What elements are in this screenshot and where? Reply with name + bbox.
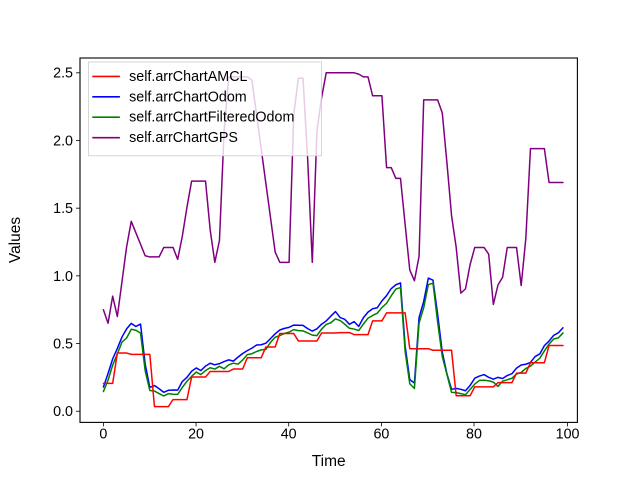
- svg-text:self.arrChartGPS: self.arrChartGPS: [129, 130, 238, 146]
- svg-text:Values: Values: [7, 217, 24, 263]
- svg-text:2.0: 2.0: [53, 133, 73, 149]
- svg-text:self.arrChartOdom: self.arrChartOdom: [129, 89, 247, 105]
- svg-text:2.5: 2.5: [53, 66, 73, 82]
- svg-text:100: 100: [556, 427, 580, 443]
- svg-text:0.0: 0.0: [53, 404, 73, 420]
- svg-text:40: 40: [281, 427, 297, 443]
- svg-text:Time: Time: [312, 453, 346, 470]
- svg-text:self.arrChartAMCL: self.arrChartAMCL: [129, 69, 247, 85]
- svg-text:1.5: 1.5: [53, 201, 73, 217]
- svg-text:20: 20: [188, 427, 204, 443]
- svg-text:0.5: 0.5: [53, 337, 73, 353]
- svg-text:1.0: 1.0: [53, 269, 73, 285]
- svg-text:self.arrChartFilteredOdom: self.arrChartFilteredOdom: [129, 110, 294, 126]
- svg-text:60: 60: [373, 427, 389, 443]
- svg-text:80: 80: [466, 427, 482, 443]
- svg-text:0: 0: [99, 427, 107, 443]
